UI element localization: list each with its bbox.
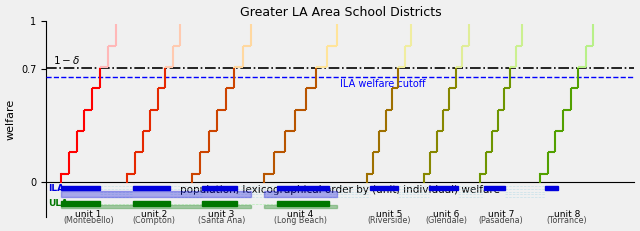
- Bar: [61, 205, 251, 209]
- Text: ILA welfare cutoff: ILA welfare cutoff: [340, 79, 426, 89]
- Text: (Riverside): (Riverside): [367, 216, 411, 225]
- Text: (Pasadena): (Pasadena): [479, 216, 524, 225]
- Text: $1 - \delta$: $1 - \delta$: [53, 54, 81, 66]
- Bar: [545, 186, 558, 191]
- Text: (Torrance): (Torrance): [547, 216, 587, 225]
- Bar: [264, 191, 337, 197]
- Bar: [264, 205, 337, 209]
- Text: unit 2: unit 2: [141, 210, 167, 219]
- Bar: [61, 201, 100, 206]
- Text: ULA: ULA: [48, 199, 68, 208]
- Text: unit 4: unit 4: [287, 210, 314, 219]
- Text: (Long Beach): (Long Beach): [274, 216, 327, 225]
- Bar: [202, 186, 237, 191]
- Text: unit 3: unit 3: [208, 210, 235, 219]
- Bar: [202, 201, 237, 206]
- Title: Greater LA Area School Districts: Greater LA Area School Districts: [239, 6, 441, 18]
- Text: (Compton): (Compton): [132, 216, 175, 225]
- Bar: [61, 186, 100, 191]
- Text: (Santa Ana): (Santa Ana): [198, 216, 245, 225]
- Bar: [61, 191, 251, 197]
- Text: unit 1: unit 1: [75, 210, 102, 219]
- Bar: [277, 201, 328, 206]
- Y-axis label: welfare: welfare: [6, 98, 15, 140]
- Text: ILA: ILA: [48, 184, 64, 193]
- Text: unit 5: unit 5: [376, 210, 402, 219]
- Bar: [133, 186, 170, 191]
- Bar: [429, 186, 458, 191]
- Text: (Glendale): (Glendale): [425, 216, 467, 225]
- Text: (Montebello): (Montebello): [63, 216, 114, 225]
- Bar: [277, 186, 328, 191]
- Text: unit 6: unit 6: [433, 210, 460, 219]
- Text: unit 8: unit 8: [554, 210, 580, 219]
- Text: unit 7: unit 7: [488, 210, 514, 219]
- Bar: [484, 186, 505, 191]
- Bar: [133, 201, 170, 206]
- X-axis label: population, lexicographical order by (unit, individual) welfare: population, lexicographical order by (un…: [180, 185, 500, 195]
- Bar: [370, 186, 398, 191]
